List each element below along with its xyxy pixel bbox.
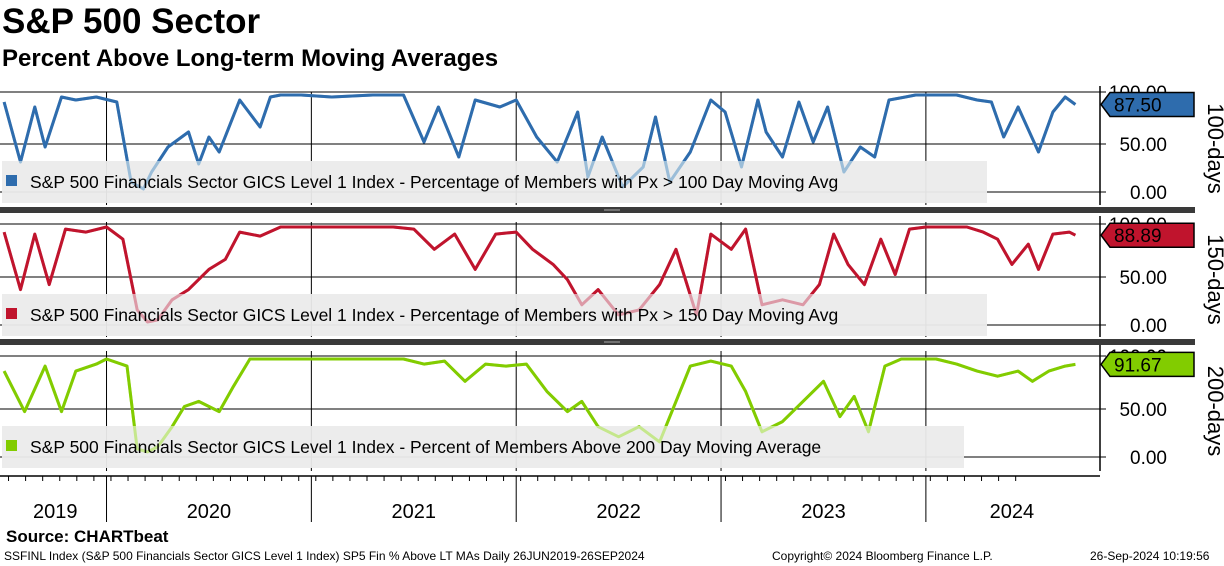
panel-label: 100-days xyxy=(1203,103,1224,194)
x-tick-label: 2021 xyxy=(392,501,437,523)
y-tick-label: 0.00 xyxy=(1130,316,1167,337)
panel-separator xyxy=(0,207,1195,213)
series-line xyxy=(2,357,1076,426)
last-value-box xyxy=(1100,222,1195,248)
chart-subtitle: Percent Above Long-term Moving Averages xyxy=(2,45,499,72)
last-value-label: 91.67 xyxy=(1114,355,1162,376)
last-value-label: 87.50 xyxy=(1114,96,1162,117)
y-tick-label: 50.00 xyxy=(1119,400,1167,421)
footer-description: SSFINL Index (S&P 500 Financials Sector … xyxy=(4,549,645,563)
legend-text: S&P 500 Financials Sector GICS Level 1 I… xyxy=(30,437,821,457)
series-line xyxy=(2,225,1077,294)
x-tick-label: 2019 xyxy=(33,501,78,523)
panel-label: 200-days xyxy=(1203,366,1224,457)
y-tick-label: 0.00 xyxy=(1130,448,1167,469)
source-label: Source: CHARTbeat xyxy=(6,527,169,546)
legend-swatch xyxy=(6,440,17,451)
last-value-marker: 91.67 xyxy=(1100,351,1195,378)
footer-timestamp: 26-Sep-2024 10:19:56 xyxy=(1090,549,1210,563)
y-tick-label: 50.00 xyxy=(1119,135,1167,156)
x-tick-label: 2020 xyxy=(187,501,232,523)
legend-box xyxy=(2,161,987,203)
legend-text: S&P 500 Financials Sector GICS Level 1 I… xyxy=(30,172,838,192)
legend-swatch xyxy=(6,175,17,186)
last-value-box xyxy=(1100,91,1195,118)
footer-copyright: Copyright© 2024 Bloomberg Finance L.P. xyxy=(772,549,993,563)
last-value-marker: 88.89 xyxy=(1100,222,1195,248)
x-tick-label: 2024 xyxy=(990,501,1035,523)
panel-label: 150-days xyxy=(1203,234,1224,325)
last-value-box xyxy=(1100,351,1195,378)
legend-box xyxy=(2,426,964,468)
legend-box xyxy=(2,294,987,336)
last-value-label: 88.89 xyxy=(1114,226,1162,247)
panel-separator xyxy=(0,339,1195,345)
y-tick-label: 50.00 xyxy=(1119,268,1167,289)
x-tick-label: 2022 xyxy=(596,501,641,523)
last-value-marker: 87.50 xyxy=(1100,91,1195,118)
x-tick-label: 2023 xyxy=(801,501,846,523)
y-tick-label: 0.00 xyxy=(1130,183,1167,204)
series-line xyxy=(2,93,1077,161)
legend-text: S&P 500 Financials Sector GICS Level 1 I… xyxy=(30,305,838,325)
legend-swatch xyxy=(6,308,17,319)
chart-title: S&P 500 Sector xyxy=(2,2,261,41)
